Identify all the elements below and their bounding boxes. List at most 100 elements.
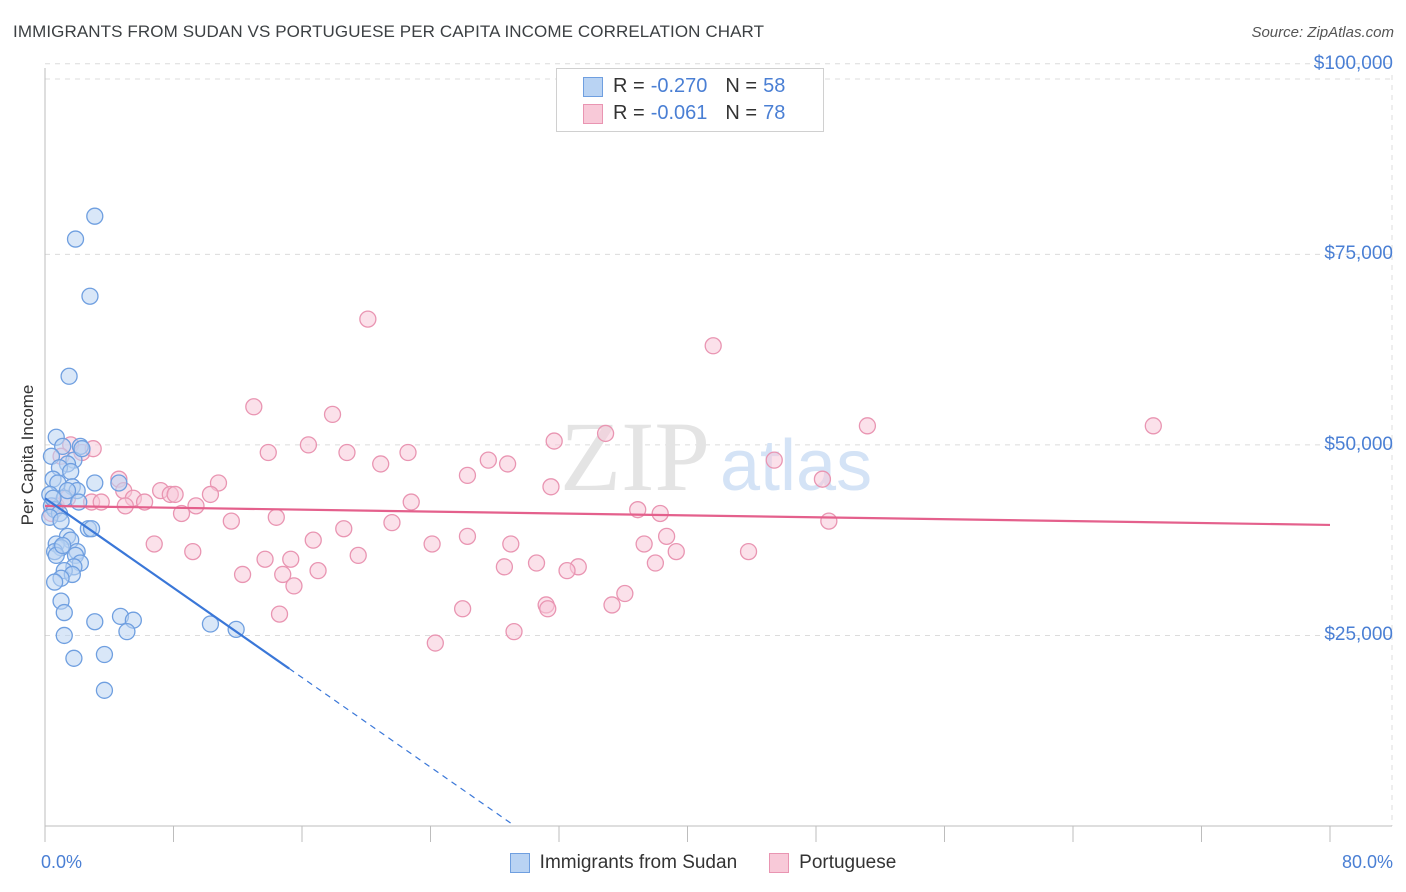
sudan-point [201,615,220,633]
sudan-point [95,681,114,699]
portuguese-point [667,542,685,561]
portuguese-point [383,513,401,532]
sudan-point [55,603,73,622]
sudan-point [60,367,78,385]
sudan-point [54,437,72,456]
legend-item-portuguese: Portuguese [769,852,896,874]
chart-title: IMMIGRANTS FROM SUDAN VS PORTUGUESE PER … [13,22,765,41]
sudan-trend-extension [288,668,515,826]
sudan-point [66,230,85,248]
sudan-n-value: 58 [763,75,786,97]
portuguese-point [349,546,367,565]
x-tick-label: 80.0% [1341,852,1393,872]
portuguese-point [116,497,134,515]
portuguese-point [309,561,327,580]
sudan-point [81,287,99,305]
portuguese-point [651,504,669,523]
portuguese-point [399,443,417,462]
y-tick-label: $100,000 [1313,52,1393,74]
portuguese-point [646,554,665,572]
portuguese-point [505,622,523,641]
legend-portuguese-swatch [769,853,790,873]
sudan-r-value: -0.270 [650,75,708,97]
sudan-trend-line [44,497,290,670]
portuguese-point [458,466,477,485]
portuguese-point [527,554,546,572]
sudan-point [118,622,136,641]
portuguese-point [299,436,318,454]
sudan-point [58,481,77,500]
portuguese-point [539,600,557,618]
portuguese-r-label: R = [613,102,645,124]
portuguese-point [635,535,653,553]
portuguese-point [458,527,477,545]
portuguese-point [765,451,783,469]
sudan-r-label: R = [613,75,645,97]
portuguese-point [545,432,563,450]
portuguese-point [245,398,263,416]
portuguese-point [274,565,292,584]
portuguese-point [282,550,300,568]
watermark-atlas: atlas [720,426,872,506]
portuguese-point [596,424,615,443]
portuguese-point [172,504,191,523]
sudan-point [95,645,114,664]
sudan-n-label: N = [725,75,758,97]
portuguese-point [657,527,676,545]
stats-row-portuguese: R = -0.061 N = 78 [557,100,785,127]
portuguese-point [335,520,353,538]
portuguese-trend-line [44,504,1331,527]
legend-sudan-swatch [509,853,530,873]
portuguese-n-value: 78 [763,102,786,124]
watermark: ZIP atlas [560,401,872,512]
portuguese-point [145,535,163,553]
portuguese-point [495,558,514,576]
y-tick-label: $75,000 [1324,243,1393,265]
sudan-point [73,440,91,458]
portuguese-swatch [583,103,603,124]
sudan-point [62,462,80,481]
legend-portuguese-label: Portuguese [799,852,897,873]
x-tick-label: 0.0% [41,852,83,872]
sudan-point [86,474,104,492]
portuguese-point [270,605,289,623]
portuguese-point [704,337,722,355]
sudan-point [54,536,72,555]
portuguese-point [259,443,277,462]
legend-item-sudan: Immigrants from Sudan [509,852,738,874]
portuguese-point [285,577,303,595]
portuguese-point [542,478,560,496]
sudan-point [52,512,70,530]
legend-sudan-label: Immigrants from Sudan [539,852,738,873]
watermark-zip: ZIP [560,401,710,512]
portuguese-point [426,634,444,652]
legend: Immigrants from Sudan Portuguese [0,852,1406,874]
portuguese-point [323,405,342,424]
portuguese-point [603,596,621,614]
sudan-point [110,474,128,492]
trend-lines [44,497,1331,826]
portuguese-point [820,512,838,530]
portuguese-point [558,561,576,580]
portuguese-point [739,542,758,561]
portuguese-point [187,497,205,515]
sudan-swatch [583,76,603,97]
portuguese-point [858,417,877,435]
portuguese-point [813,470,832,488]
portuguese-point [201,485,220,504]
portuguese-point [233,565,252,584]
sudan-point [86,613,104,631]
correlation-stats-box: R = -0.270 N = 58 R = -0.061 N = 78 [556,68,824,132]
y-tick-label: $25,000 [1324,624,1393,646]
stats-row-sudan: R = -0.270 N = 58 [557,73,785,100]
portuguese-point [304,531,322,549]
portuguese-n-label: N = [725,102,758,124]
portuguese-point [338,443,356,462]
axes [44,68,1392,842]
sudan-point [45,573,64,591]
portuguese-point [402,493,420,511]
portuguese-point [502,535,520,553]
portuguese-point [166,485,184,504]
portuguese-point [479,451,497,469]
portuguese-point [453,600,472,618]
